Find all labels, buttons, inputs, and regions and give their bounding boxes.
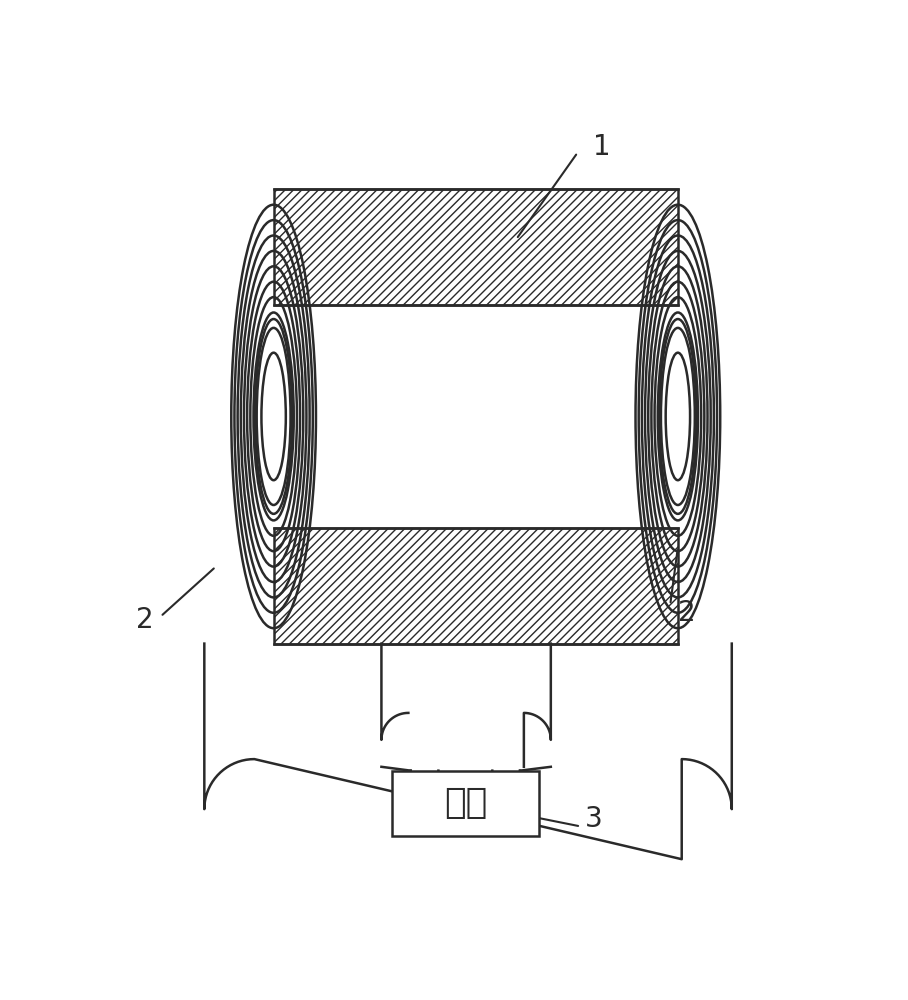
- Text: 电源: 电源: [444, 786, 487, 820]
- Ellipse shape: [666, 353, 690, 480]
- Text: 2: 2: [136, 606, 153, 635]
- Bar: [273, 528, 678, 644]
- Text: 2: 2: [678, 599, 696, 627]
- Bar: [273, 189, 678, 305]
- Bar: [392, 771, 538, 836]
- Text: 1: 1: [593, 133, 611, 161]
- Ellipse shape: [663, 339, 693, 494]
- Ellipse shape: [262, 353, 286, 480]
- Ellipse shape: [259, 339, 289, 494]
- Text: 3: 3: [585, 805, 602, 833]
